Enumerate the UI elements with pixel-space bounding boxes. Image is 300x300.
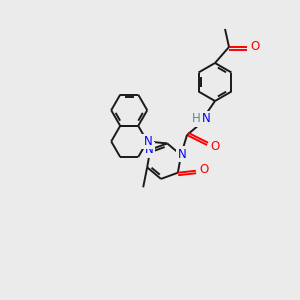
- Text: H: H: [192, 112, 200, 125]
- Text: N: N: [145, 143, 154, 156]
- Text: N: N: [144, 135, 153, 148]
- Text: O: O: [199, 163, 208, 176]
- Text: N: N: [178, 148, 186, 160]
- Text: N: N: [143, 135, 152, 148]
- Text: O: O: [210, 140, 220, 154]
- Text: N: N: [202, 112, 210, 125]
- Text: O: O: [250, 40, 260, 52]
